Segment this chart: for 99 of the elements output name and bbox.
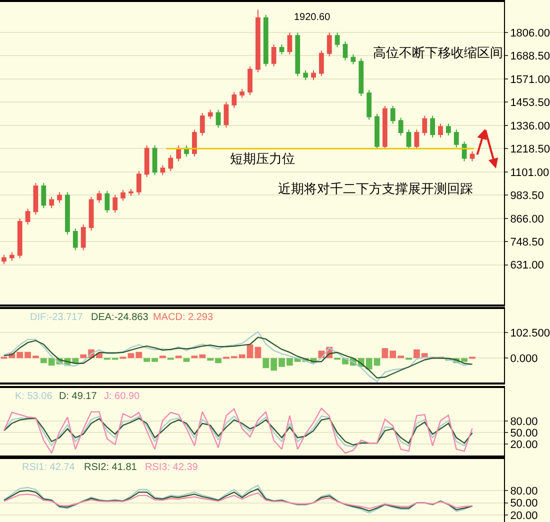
- bar: [160, 356, 166, 358]
- text: DEA:-24.863: [91, 312, 149, 323]
- series-label: J: 60.90: [104, 391, 140, 402]
- candlestick: [112, 194, 118, 214]
- candlestick: [88, 196, 94, 231]
- candlestick: [216, 109, 221, 128]
- candlestick: [248, 66, 252, 96]
- candlestick: [462, 140, 467, 162]
- candlestick: [406, 129, 412, 150]
- candlestick: [319, 50, 324, 77]
- candlestick: [454, 129, 459, 148]
- candlestick: [295, 32, 300, 77]
- candlestick: [470, 150, 475, 162]
- candlestick: [334, 32, 340, 48]
- line-series: [3, 336, 473, 378]
- candlestick: [192, 129, 197, 157]
- candlestick: [80, 224, 86, 251]
- y-tick-label: 1688.50: [510, 50, 550, 63]
- candlestick: [240, 88, 245, 98]
- y-tick-label: 50.00: [510, 428, 538, 440]
- annotation: 近期将对千二下方支撑展开测回踩: [278, 181, 473, 196]
- candlestick: [17, 218, 22, 259]
- candlestick: [374, 113, 380, 150]
- y-tick-label: 1806.00: [510, 27, 550, 40]
- candlestick: [303, 70, 308, 81]
- candlestick: [176, 144, 182, 162]
- candlestick: [33, 182, 38, 216]
- text: RSI3: 42.39: [145, 462, 198, 473]
- bar: [183, 358, 190, 362]
- candlestick: [25, 208, 30, 226]
- y-tick-label: 1336.00: [510, 120, 550, 132]
- y-tick-label: 631.00: [510, 260, 544, 272]
- ref-line-label: 短期压力位: [230, 151, 295, 166]
- candlestick: [57, 192, 62, 204]
- candlestick: [120, 189, 126, 202]
- y-tick-label: 50.00: [510, 498, 538, 510]
- candlestick: [224, 101, 229, 128]
- line-series: [3, 408, 473, 454]
- y-tick-label: 80.00: [510, 485, 538, 498]
- candlestick: [382, 105, 388, 150]
- candlestick: [430, 115, 436, 138]
- y-tick-label: 1453.50: [510, 97, 550, 110]
- candlestick: [65, 192, 70, 235]
- candlestick: [446, 123, 451, 136]
- series-label: K: 53.06: [15, 391, 53, 402]
- candlestick: [256, 9, 260, 73]
- y-tick-label: 20.00: [510, 510, 538, 522]
- candlestick: [9, 252, 14, 262]
- candlestick: [49, 196, 54, 209]
- candlestick: [366, 90, 372, 120]
- candlestick: [168, 154, 174, 172]
- candlestick: [2, 254, 6, 265]
- candlestick: [128, 188, 134, 196]
- candlestick: [311, 70, 316, 81]
- candlestick: [152, 144, 158, 176]
- candlestick: [350, 54, 356, 65]
- candlestick: [41, 182, 46, 209]
- y-tick-label: 1218.50: [510, 144, 550, 156]
- candlestick: [326, 32, 332, 57]
- candlestick: [422, 115, 428, 136]
- y-tick-label: 102.500: [510, 327, 550, 340]
- annotation: 高位不断下移收缩区间: [373, 45, 503, 60]
- bar: [254, 346, 262, 358]
- candlestick: [358, 58, 364, 96]
- y-tick-label: 1101.00: [510, 166, 550, 179]
- candlestick: [136, 170, 142, 196]
- bar: [175, 356, 182, 358]
- candlestick: [438, 123, 443, 138]
- series-label: RSI1: 42.74: [22, 462, 76, 473]
- line-series: [3, 492, 473, 510]
- candlestick: [144, 144, 150, 178]
- y-tick-label: 983.50: [510, 190, 544, 202]
- series-label: DIF:-23.717: [30, 312, 84, 323]
- candlestick: [263, 14, 268, 67]
- y-tick-label: 0.000: [510, 352, 538, 365]
- candlestick: [160, 164, 166, 176]
- y-tick-label: 748.50: [510, 236, 544, 248]
- candlestick: [287, 32, 292, 55]
- candlestick: [208, 109, 213, 120]
- candlestick: [96, 190, 102, 204]
- line-series: [3, 331, 473, 382]
- text: MACD: 2.293: [153, 312, 214, 323]
- candlestick: [232, 92, 237, 108]
- candlestick: [271, 44, 276, 67]
- y-tick-label: 866.00: [510, 213, 544, 226]
- y-tick-label: 1571.00: [510, 74, 550, 86]
- annotation: 1920.60: [294, 12, 331, 23]
- y-tick-label: 80.00: [510, 416, 538, 428]
- candlestick: [390, 105, 396, 124]
- candlestick: [279, 44, 284, 55]
- candlestick: [104, 190, 110, 214]
- y-tick-label: 20.00: [510, 439, 538, 452]
- series-label: D: 49.17: [59, 391, 98, 402]
- candlestick: [72, 228, 78, 251]
- candlestick: [200, 112, 205, 136]
- candlestick: [414, 129, 420, 150]
- candlestick: [342, 40, 348, 61]
- series-label: RSI2: 41.81: [84, 462, 138, 473]
- candlestick: [398, 117, 404, 136]
